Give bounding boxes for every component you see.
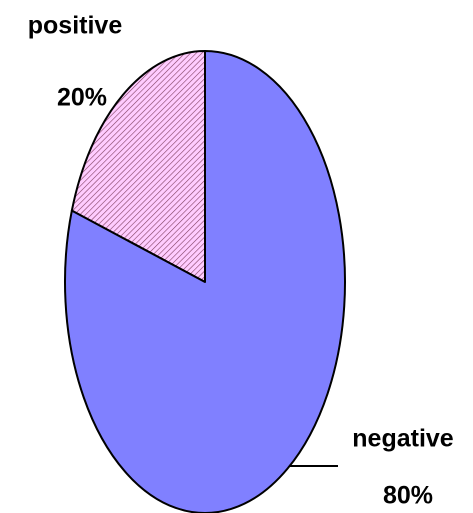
slice-value-label: 80% (383, 482, 433, 510)
pie-slice (70, 50, 206, 283)
slice-label: negative (352, 425, 454, 453)
slice-label: positive (28, 12, 123, 40)
slice-value-label: 20% (57, 84, 107, 112)
pie-slice (64, 50, 346, 513)
